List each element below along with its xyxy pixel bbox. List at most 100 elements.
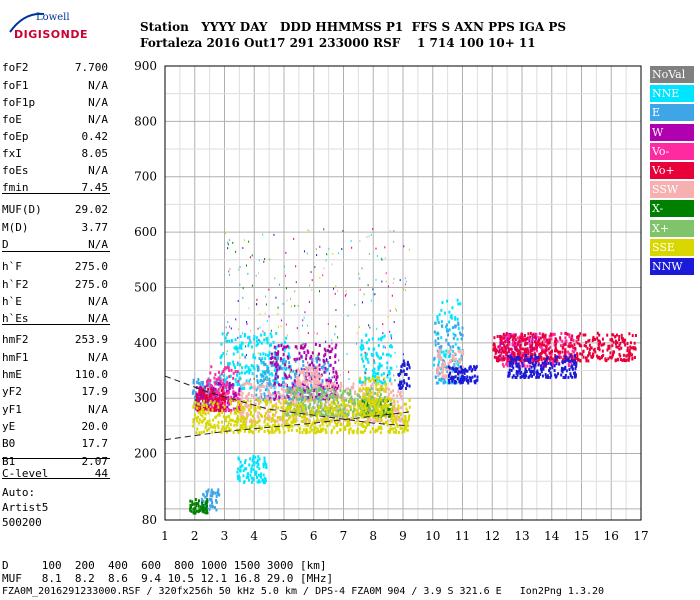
echo-point-nne: [253, 461, 256, 465]
echo-point-ssw: [310, 366, 313, 370]
echo-point-x: [195, 501, 198, 505]
echo-point-nnw: [515, 371, 518, 375]
echo-point-nne: [226, 376, 229, 380]
echo-point-vo: [215, 403, 218, 407]
echo-point-nne: [362, 346, 365, 350]
echo-point-sse: [334, 412, 337, 416]
echo-point-nnw: [393, 321, 395, 324]
echo-point-vo: [226, 382, 229, 386]
echo-point-nne: [237, 382, 240, 386]
echo-point-nne: [433, 363, 436, 367]
echo-point-e: [318, 358, 321, 362]
echo-point-sse: [369, 410, 372, 414]
echo-point-nnw: [523, 372, 526, 376]
echo-point-w: [318, 352, 321, 356]
echo-point-nne: [257, 473, 260, 477]
echo-point-x: [388, 407, 391, 411]
echo-point-sse: [200, 408, 203, 412]
echo-point-x: [321, 413, 324, 417]
echo-point-sse: [359, 412, 362, 416]
echo-point-x: [319, 406, 322, 410]
echo-point-ssw: [342, 405, 345, 409]
echo-point-nne: [220, 354, 223, 358]
echo-point-sse: [362, 355, 364, 358]
echo-point-x: [327, 349, 329, 352]
echo-point-ssw: [270, 393, 273, 397]
echo-point-sse: [249, 405, 252, 409]
echo-point-nne: [259, 379, 262, 383]
echo-point-vo: [535, 349, 538, 353]
echo-point-nne: [248, 478, 251, 482]
echo-point-w: [300, 354, 303, 358]
echo-point-nnw: [534, 360, 537, 364]
echo-point-vo: [580, 344, 583, 348]
echo-point-sse: [218, 413, 221, 417]
echo-point-x: [321, 395, 324, 399]
param-row: hmF2 253.9: [2, 333, 108, 346]
echo-point-w: [273, 362, 276, 366]
echo-point-vo: [211, 390, 214, 394]
echo-point-vo: [404, 283, 406, 286]
echo-point-nnw: [456, 377, 459, 381]
echo-point-sse: [392, 413, 395, 417]
echo-point-e: [281, 358, 284, 362]
echo-point-nne: [382, 345, 385, 349]
echo-point-e: [320, 385, 323, 389]
echo-point-nnw: [455, 367, 458, 371]
echo-point-x: [326, 414, 329, 418]
echo-point-e: [280, 367, 283, 371]
echo-point-x: [389, 414, 392, 418]
echo-point-nne: [270, 343, 273, 347]
echo-point-e: [260, 358, 263, 362]
echo-point-nnw: [374, 293, 376, 296]
echo-point-ssw: [262, 385, 265, 389]
echo-point-w: [304, 343, 307, 347]
echo-point-sse: [244, 422, 247, 426]
echo-point-nne: [254, 470, 257, 474]
echo-point-sse: [289, 408, 292, 412]
echo-point-nne: [444, 325, 447, 329]
echo-point-vo: [541, 335, 544, 339]
echo-point-sse: [275, 405, 278, 409]
echo-point-ssw: [303, 376, 306, 380]
echo-point-vo: [563, 342, 566, 346]
echo-point-ssw: [334, 397, 337, 401]
echo-point-sse: [298, 427, 301, 431]
echo-point-vo: [576, 353, 579, 357]
echo-point-vo: [504, 349, 507, 353]
echo-point-ssw: [241, 391, 244, 395]
echo-point-vo: [568, 345, 571, 349]
echo-point-w: [212, 398, 215, 402]
echo-point-e: [326, 367, 329, 371]
echo-point-e: [304, 378, 307, 382]
echo-point-ssw: [391, 397, 394, 401]
echo-point-sse: [205, 404, 208, 408]
echo-point-sse: [390, 417, 393, 421]
echo-point-w: [344, 294, 346, 297]
echo-point-e: [264, 362, 267, 366]
echo-point-sse: [278, 430, 281, 434]
echo-point-nne: [383, 334, 386, 338]
echo-point-nnw: [470, 379, 473, 383]
echo-point-nne: [232, 383, 235, 387]
echo-point-vo: [228, 270, 230, 273]
echo-point-ssw: [303, 418, 306, 422]
echo-point-e: [206, 490, 209, 494]
echo-point-ssw: [459, 356, 462, 360]
echo-point-e: [217, 491, 220, 495]
echo-point-ssw: [336, 384, 339, 388]
echo-point-sse: [313, 349, 315, 352]
echo-point-nnw: [508, 364, 511, 368]
echo-point-sse: [209, 400, 212, 404]
echo-point-nne: [389, 344, 392, 348]
echo-point-x: [321, 389, 324, 393]
echo-point-e: [262, 374, 265, 378]
echo-point-ssw: [258, 272, 260, 275]
echo-point-nne: [225, 339, 228, 343]
echo-point-vo: [539, 352, 542, 356]
echo-point-ssw: [323, 395, 326, 399]
echo-point-nne: [243, 480, 246, 484]
echo-point-vo: [201, 391, 204, 395]
echo-point-nnw: [544, 360, 547, 364]
echo-point-vo: [234, 369, 237, 373]
